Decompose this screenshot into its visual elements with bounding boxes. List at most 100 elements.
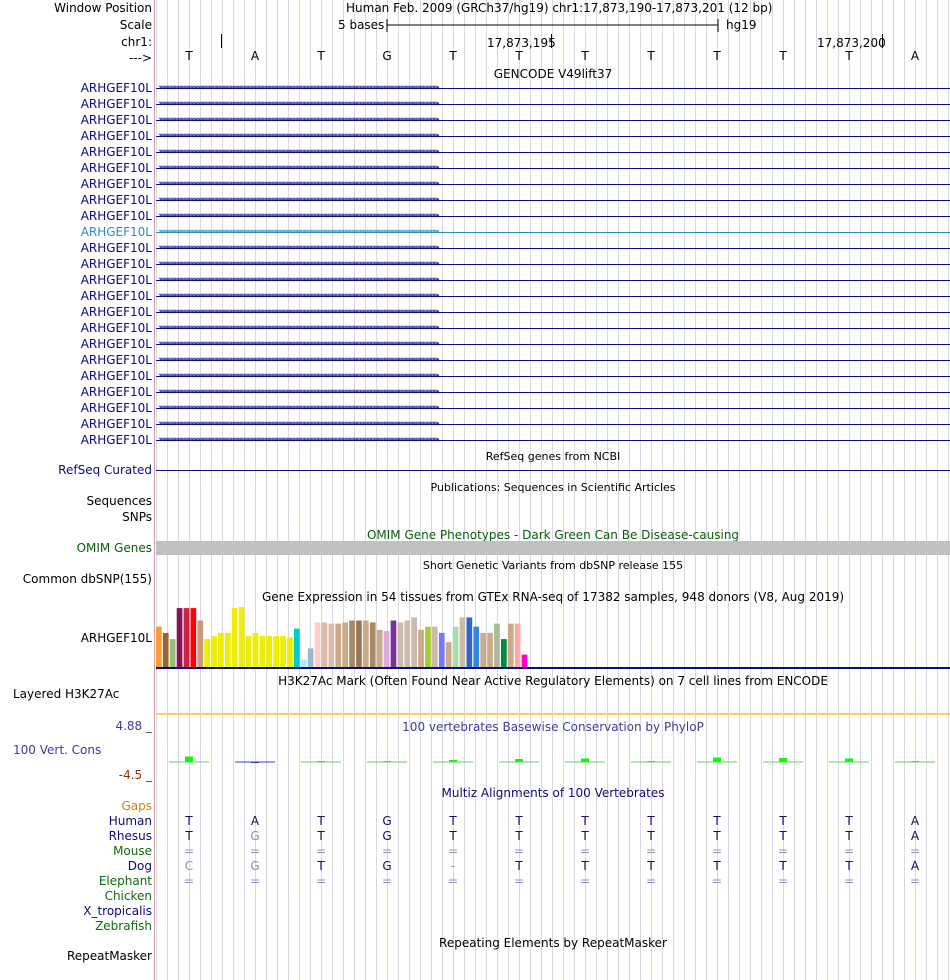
gencode-transcript-line[interactable] bbox=[156, 408, 950, 409]
multiz-species-label[interactable]: Elephant bbox=[98, 874, 152, 888]
refseq-gene-line[interactable] bbox=[156, 470, 950, 471]
multiz-species-label[interactable]: Human bbox=[108, 814, 152, 828]
gencode-transcript-label[interactable]: ARHGEF10L bbox=[80, 369, 152, 383]
gtex-tissue-bar[interactable] bbox=[411, 617, 417, 667]
h3k27ac-signal[interactable] bbox=[156, 713, 950, 715]
phylop-score-bar[interactable] bbox=[449, 760, 457, 762]
chrom-label[interactable]: chr1: bbox=[121, 35, 152, 49]
gencode-transcript-label[interactable]: ARHGEF10L bbox=[80, 81, 152, 95]
gtex-track-label[interactable]: ARHGEF10L bbox=[80, 631, 152, 645]
gencode-transcript-label[interactable]: ARHGEF10L bbox=[80, 417, 152, 431]
gtex-tissue-bar[interactable] bbox=[363, 620, 369, 668]
gtex-tissue-bar[interactable] bbox=[266, 636, 273, 667]
gtex-tissue-bar[interactable] bbox=[356, 620, 362, 668]
gtex-tissue-bar[interactable] bbox=[238, 606, 245, 667]
refseq-track-label[interactable]: RefSeq Curated bbox=[58, 463, 152, 477]
gtex-tissue-bar[interactable] bbox=[183, 608, 190, 667]
repeatmasker-track-label[interactable]: RepeatMasker bbox=[66, 949, 152, 963]
gtex-tissue-bar[interactable] bbox=[514, 623, 521, 667]
multiz-species-label[interactable]: Chicken bbox=[104, 889, 152, 903]
gtex-tissue-bar[interactable] bbox=[480, 632, 486, 667]
gencode-transcript-label[interactable]: ARHGEF10L bbox=[80, 209, 152, 223]
gencode-transcript-line[interactable] bbox=[156, 152, 950, 153]
gencode-transcript-line[interactable] bbox=[156, 328, 950, 329]
gencode-transcript-line[interactable] bbox=[156, 296, 950, 297]
gtex-tissue-bar[interactable] bbox=[466, 617, 473, 667]
omim-feature-bar[interactable] bbox=[156, 541, 950, 555]
gtex-tissue-bar[interactable] bbox=[156, 626, 162, 667]
gtex-tissue-bar[interactable] bbox=[287, 637, 293, 667]
phylop-score-bar[interactable] bbox=[713, 757, 721, 763]
gtex-tissue-bar[interactable] bbox=[501, 639, 507, 667]
gtex-tissue-bar[interactable] bbox=[231, 608, 238, 667]
gtex-tissue-bar[interactable] bbox=[521, 654, 528, 667]
gencode-transcript-line[interactable] bbox=[156, 232, 950, 233]
gencode-transcript-line[interactable] bbox=[156, 216, 950, 217]
gtex-tissue-bar[interactable] bbox=[294, 628, 300, 667]
gtex-tissue-bar[interactable] bbox=[259, 636, 266, 667]
gtex-tissue-bar[interactable] bbox=[349, 620, 355, 668]
gtex-tissue-bar[interactable] bbox=[162, 632, 169, 667]
gencode-transcript-label[interactable]: ARHGEF10L bbox=[80, 289, 152, 303]
gencode-transcript-label[interactable]: ARHGEF10L bbox=[80, 193, 152, 207]
h3k27ac-track-label[interactable]: Layered H3K27Ac bbox=[13, 687, 120, 701]
dbsnp-track-label[interactable]: Common dbSNP(155) bbox=[22, 572, 152, 586]
gtex-tissue-bar[interactable] bbox=[487, 632, 493, 667]
gencode-transcript-line[interactable] bbox=[156, 184, 950, 185]
publications-label-snps[interactable]: SNPs bbox=[122, 510, 152, 524]
gtex-tissue-bar[interactable] bbox=[211, 636, 217, 667]
gencode-transcript-label[interactable]: ARHGEF10L bbox=[80, 225, 152, 239]
gtex-tissue-bar[interactable] bbox=[252, 632, 259, 667]
gtex-tissue-bar[interactable] bbox=[494, 623, 500, 667]
gencode-transcript-line[interactable] bbox=[156, 376, 950, 377]
gtex-tissue-bar[interactable] bbox=[307, 648, 314, 667]
gtex-tissue-bar[interactable] bbox=[473, 626, 480, 667]
gencode-transcript-label[interactable]: ARHGEF10L bbox=[80, 273, 152, 287]
gtex-tissue-bar[interactable] bbox=[383, 631, 390, 667]
gtex-tissue-bar[interactable] bbox=[300, 659, 307, 667]
phylop-score-bar[interactable] bbox=[515, 759, 523, 762]
gencode-transcript-label[interactable]: ARHGEF10L bbox=[80, 321, 152, 335]
gtex-tissue-bar[interactable] bbox=[342, 622, 348, 667]
gtex-bar-graph[interactable] bbox=[156, 603, 950, 669]
gtex-tissue-bar[interactable] bbox=[335, 623, 342, 667]
multiz-gaps-label[interactable]: Gaps bbox=[121, 799, 152, 813]
gtex-tissue-bar[interactable] bbox=[273, 636, 279, 667]
multiz-species-label[interactable]: Mouse bbox=[113, 844, 152, 858]
gencode-transcript-label[interactable]: ARHGEF10L bbox=[80, 177, 152, 191]
gtex-tissue-bar[interactable] bbox=[328, 623, 335, 667]
strand-label[interactable]: ---> bbox=[128, 51, 152, 65]
gtex-tissue-bar[interactable] bbox=[245, 636, 252, 667]
multiz-species-label[interactable]: X_tropicalis bbox=[83, 904, 152, 918]
gtex-tissue-bar[interactable] bbox=[397, 622, 404, 667]
omim-track-label[interactable]: OMIM Genes bbox=[76, 541, 152, 555]
gtex-tissue-bar[interactable] bbox=[452, 626, 459, 667]
gtex-tissue-bar[interactable] bbox=[197, 620, 204, 668]
gtex-tissue-bar[interactable] bbox=[425, 626, 431, 667]
publications-label-sequences[interactable]: Sequences bbox=[86, 494, 152, 508]
gtex-tissue-bar[interactable] bbox=[390, 620, 397, 668]
gtex-tissue-bar[interactable] bbox=[432, 626, 438, 667]
gencode-transcript-label[interactable]: ARHGEF10L bbox=[80, 129, 152, 143]
gtex-tissue-bar[interactable] bbox=[218, 632, 224, 667]
gencode-transcript-line[interactable] bbox=[156, 392, 950, 393]
scale-label[interactable]: Scale bbox=[119, 18, 152, 32]
gencode-transcript-line[interactable] bbox=[156, 344, 950, 345]
gencode-transcript-line[interactable] bbox=[156, 312, 950, 313]
gencode-transcript-label[interactable]: ARHGEF10L bbox=[80, 433, 152, 447]
gtex-tissue-bar[interactable] bbox=[376, 629, 383, 667]
gtex-tissue-bar[interactable] bbox=[169, 639, 176, 667]
gencode-transcript-label[interactable]: ARHGEF10L bbox=[80, 161, 152, 175]
gencode-transcript-label[interactable]: ARHGEF10L bbox=[80, 353, 152, 367]
gencode-transcript-line[interactable] bbox=[156, 264, 950, 265]
phylop-score-bar[interactable] bbox=[185, 756, 193, 763]
gencode-transcript-line[interactable] bbox=[156, 424, 950, 425]
gencode-transcript-label[interactable]: ARHGEF10L bbox=[80, 401, 152, 415]
gencode-transcript-line[interactable] bbox=[156, 360, 950, 361]
gencode-transcript-label[interactable]: ARHGEF10L bbox=[80, 305, 152, 319]
gtex-tissue-bar[interactable] bbox=[190, 608, 197, 667]
gtex-tissue-bar[interactable] bbox=[507, 623, 514, 667]
phylop-score-bar[interactable] bbox=[845, 758, 853, 763]
gencode-transcript-label[interactable]: ARHGEF10L bbox=[80, 241, 152, 255]
gtex-tissue-bar[interactable] bbox=[369, 622, 376, 667]
